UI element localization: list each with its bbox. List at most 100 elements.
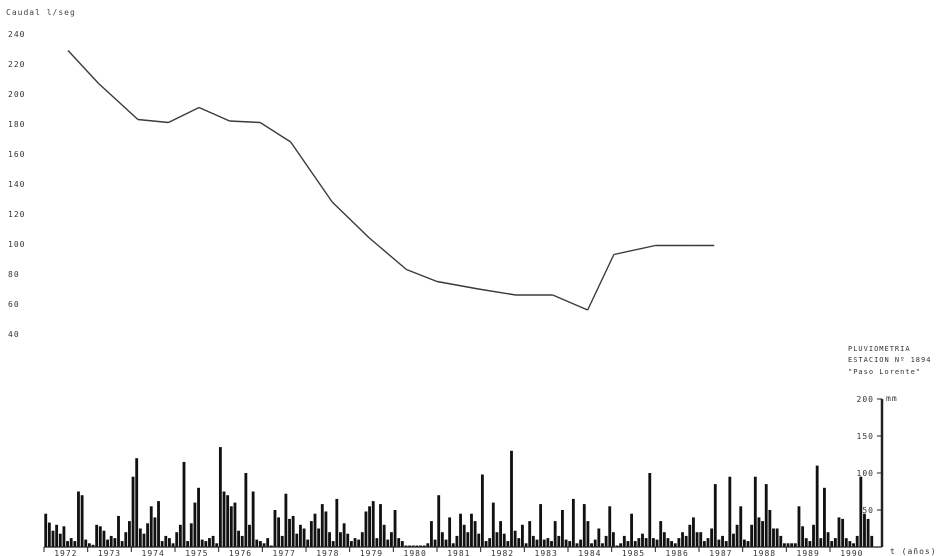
y-tick-label: 160 (8, 150, 25, 159)
rain-bar (524, 543, 528, 547)
rain-bar (666, 538, 670, 547)
x-tick-label: 1979 (360, 549, 383, 556)
rain-bar (764, 484, 768, 547)
rain-bar (397, 538, 401, 547)
rain-bar (859, 476, 863, 547)
rain-bar (389, 532, 393, 547)
rain-bar (295, 533, 299, 547)
rain-bar (80, 495, 84, 547)
rain-bar (633, 541, 637, 547)
flow-line-segment (331, 201, 370, 239)
rain-bar (575, 543, 579, 547)
rain-bar (757, 517, 761, 547)
rain-bar (280, 535, 284, 547)
rain-bar (706, 538, 710, 547)
rain-scale-label: 50 (862, 506, 874, 515)
rain-bar (495, 532, 499, 547)
rain-bar (604, 535, 608, 547)
rain-bar (622, 535, 626, 547)
rain-bar (677, 538, 681, 547)
rain-bar (444, 539, 448, 547)
rain-bar (386, 539, 390, 547)
rain-bar (273, 510, 277, 547)
rain-bar (360, 532, 364, 547)
x-tick-label: 1978 (316, 549, 339, 556)
rain-bar (204, 541, 208, 547)
rain-bar (488, 538, 492, 547)
rain-bar (109, 535, 113, 547)
rain-bar (713, 484, 717, 547)
rain-bar (739, 506, 743, 547)
rain-bar (262, 543, 266, 547)
rain-bar (131, 476, 135, 547)
rain-bar (66, 541, 69, 547)
rain-bar (404, 545, 408, 547)
rain-scale-label: 200 (857, 395, 874, 404)
rain-bar (277, 517, 281, 547)
rain-bar (357, 539, 361, 547)
rain-bar (433, 539, 437, 547)
rain-bar (695, 532, 699, 547)
rain-bar (626, 541, 630, 547)
rain-bar (120, 541, 124, 547)
rain-bar (692, 517, 695, 547)
rain-bar (517, 538, 521, 547)
y-tick-label: 80 (8, 270, 20, 279)
rain-bar (84, 539, 88, 547)
x-axis-unit: t (años) (890, 547, 937, 556)
rain-bar (513, 530, 517, 547)
rain-bar (211, 535, 215, 547)
rainfall-bars (44, 447, 874, 547)
rain-bar (127, 521, 131, 547)
x-tick-label: 1973 (98, 549, 121, 556)
rain-bar (149, 506, 153, 547)
rain-bar (815, 465, 819, 547)
rain-bar (248, 524, 251, 547)
rain-bar (655, 539, 659, 547)
rain-bar (830, 541, 834, 547)
rain-bar (539, 504, 543, 547)
rain-bar (255, 539, 259, 547)
rain-bar (732, 533, 735, 547)
legend-line-1: PLUVIOMETRIA (848, 345, 911, 353)
rain-bar (98, 526, 102, 547)
rain-bar (564, 539, 568, 547)
flow-line-segment (290, 141, 333, 203)
flow-line-segment (436, 280, 479, 290)
rain-bar (459, 513, 462, 547)
flow-line-segment (478, 288, 516, 296)
rain-bar (466, 532, 470, 547)
rain-bar (51, 530, 55, 547)
rain-bar (557, 535, 561, 547)
flow-line-segment (198, 106, 230, 122)
x-tick-label: 1976 (229, 549, 252, 556)
rain-bar (742, 539, 746, 547)
rain-bar (615, 545, 619, 547)
x-tick-label: 1983 (535, 549, 558, 556)
rain-bar (721, 535, 724, 547)
rain-bar (528, 521, 532, 547)
rain-bar (670, 541, 674, 547)
rain-bar (182, 461, 186, 547)
x-tick-label: 1988 (753, 549, 776, 556)
rain-bar (393, 510, 397, 547)
rain-bar (619, 543, 623, 547)
rain-bar (462, 524, 466, 547)
rain-bar (415, 545, 419, 547)
rain-bar (422, 545, 426, 547)
rain-bar (106, 539, 109, 547)
rain-bar (451, 543, 455, 547)
rain-bar (146, 523, 150, 547)
rain-bar (870, 535, 874, 547)
rain-bar (175, 532, 179, 547)
x-tick-label: 1981 (447, 549, 470, 556)
rain-bar (863, 513, 866, 547)
rain-bar (218, 447, 222, 547)
rain-bar (553, 521, 557, 547)
rain-bar (237, 530, 240, 547)
rain-scale-unit: mm (886, 394, 898, 403)
rain-bar (95, 524, 99, 547)
rain-bar (735, 524, 739, 547)
rain-bar (535, 539, 539, 547)
x-tick-label: 1990 (840, 549, 863, 556)
